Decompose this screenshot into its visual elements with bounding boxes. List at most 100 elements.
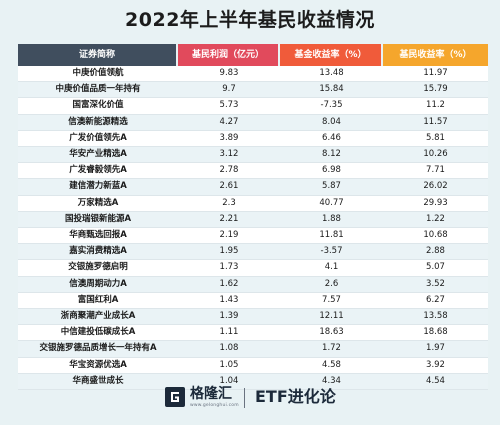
table-row: 嘉实消费精选A 1.95 -3.57 2.88 — [18, 244, 488, 261]
fund-name-cell: 交银施罗德品质增长一年持有A — [18, 341, 178, 358]
investor-return-cell: 26.02 — [383, 179, 488, 196]
profit-cell: 1.08 — [178, 341, 280, 358]
fund-return-cell: 15.84 — [280, 82, 383, 99]
investor-return-cell: 6.27 — [383, 292, 488, 310]
table-row: 信澳周期动力A 1.62 2.6 3.52 — [18, 276, 488, 293]
table-row: 万家精选A 2.3 40.77 29.93 — [18, 195, 488, 212]
table-row: 华商甄选回报A 2.19 11.81 10.68 — [18, 228, 488, 245]
investor-return-cell: 1.22 — [383, 211, 488, 229]
fund-return-cell: 40.77 — [280, 195, 383, 212]
fund-return-cell: 12.11 — [280, 309, 383, 326]
brand-name: 格隆汇 — [190, 386, 232, 402]
fund-return-cell: 18.63 — [280, 325, 383, 342]
fund-name-cell: 华商甄选回报A — [18, 228, 178, 245]
table-row: 中信建投低碳成长A 1.11 18.63 18.68 — [18, 325, 488, 342]
profit-cell: 1.11 — [178, 325, 280, 342]
profit-cell: 2.61 — [178, 179, 280, 196]
table-row: 广发睿毅领先A 2.78 6.98 7.71 — [18, 163, 488, 180]
column-name: ETF进化论 — [255, 387, 336, 406]
profit-cell: 9.7 — [178, 82, 280, 99]
fund-table: 证券简称 基民利润（亿元） 基金收益率（%） 基民收益率（%） 中庚价值领航 9.… — [18, 44, 488, 391]
investor-return-cell: 13.58 — [383, 309, 488, 326]
profit-cell: 2.78 — [178, 163, 280, 180]
fund-return-cell: 1.88 — [280, 211, 383, 229]
investor-return-cell: 3.52 — [383, 276, 488, 293]
fund-name-cell: 交银施罗德启明 — [18, 260, 178, 277]
table-row: 华安产业精选A 3.12 8.12 10.26 — [18, 147, 488, 164]
fund-return-cell: 4.58 — [280, 357, 383, 374]
profit-cell: 1.04 — [178, 373, 280, 391]
table-row: 交银施罗德启明 1.73 4.1 5.07 — [18, 260, 488, 277]
page-title: 2022年上半年基民收益情况 — [125, 9, 375, 31]
investor-return-cell: 11.2 — [383, 98, 488, 115]
fund-name-cell: 华安产业精选A — [18, 147, 178, 164]
profit-cell: 2.3 — [178, 195, 280, 212]
table-row: 国富深化价值 5.73 -7.35 11.2 — [18, 98, 488, 115]
fund-name-cell: 浙商聚潮产业成长A — [18, 309, 178, 326]
table-row: 信澳新能源精选 4.27 8.04 11.57 — [18, 114, 488, 131]
profit-cell: 1.43 — [178, 292, 280, 310]
profit-cell: 1.62 — [178, 276, 280, 293]
fund-return-cell: 6.46 — [280, 130, 383, 148]
fund-name-cell: 中庚价值品质一年持有 — [18, 82, 178, 99]
investor-return-cell: 18.68 — [383, 325, 488, 342]
fund-name-cell: 信澳周期动力A — [18, 276, 178, 293]
fund-name-cell: 广发价值领先A — [18, 130, 178, 148]
fund-name-cell: 国投瑞银新能源A — [18, 211, 178, 229]
fund-return-cell: 8.04 — [280, 114, 383, 131]
fund-return-cell: 5.87 — [280, 179, 383, 196]
table-row: 交银施罗德品质增长一年持有A 1.08 1.72 1.97 — [18, 341, 488, 358]
investor-return-cell: 11.97 — [383, 66, 488, 83]
fund-name-cell: 信澳新能源精选 — [18, 114, 178, 131]
profit-cell: 1.95 — [178, 244, 280, 261]
investor-return-cell: 5.07 — [383, 260, 488, 277]
table-header-row: 证券简称 基民利润（亿元） 基金收益率（%） 基民收益率（%） — [18, 44, 488, 66]
investor-return-cell: 15.79 — [383, 82, 488, 99]
fund-name-cell: 国富深化价值 — [18, 98, 178, 115]
fund-return-cell: 4.34 — [280, 373, 383, 391]
fund-return-cell: -3.57 — [280, 244, 383, 261]
table-row: 华商盛世成长 1.04 4.34 4.54 — [18, 373, 488, 391]
column-header-fund-return: 基金收益率（%） — [280, 44, 383, 66]
fund-name-cell: 中庚价值领航 — [18, 66, 178, 83]
fund-name-cell: 建信潜力新蓝A — [18, 179, 178, 196]
investor-return-cell: 7.71 — [383, 163, 488, 180]
profit-cell: 1.39 — [178, 309, 280, 326]
fund-name-cell: 中信建投低碳成长A — [18, 325, 178, 342]
profit-cell: 2.21 — [178, 211, 280, 229]
profit-cell: 3.12 — [178, 147, 280, 164]
brand-url: www.gelonghui.com — [190, 403, 239, 408]
profit-cell: 1.73 — [178, 260, 280, 277]
fund-return-cell: 1.72 — [280, 341, 383, 358]
profit-cell: 5.73 — [178, 98, 280, 115]
fund-name-cell: 广发睿毅领先A — [18, 163, 178, 180]
fund-return-cell: 4.1 — [280, 260, 383, 277]
investor-return-cell: 10.68 — [383, 228, 488, 245]
fund-return-cell: 8.12 — [280, 147, 383, 164]
table-body: 中庚价值领航 9.83 13.48 11.97 中庚价值品质一年持有 9.7 15.84 15… — [18, 66, 488, 391]
investor-return-cell: 4.54 — [383, 373, 488, 391]
profit-cell: 2.19 — [178, 228, 280, 245]
profit-cell: 4.27 — [178, 114, 280, 131]
table-row: 富国红利A 1.43 7.57 6.27 — [18, 292, 488, 310]
table-row: 华宝资源优选A 1.05 4.58 3.92 — [18, 357, 488, 374]
investor-return-cell: 2.88 — [383, 244, 488, 261]
fund-return-cell: 2.6 — [280, 276, 383, 293]
fund-name-cell: 华宝资源优选A — [18, 357, 178, 374]
table-row: 中庚价值领航 9.83 13.48 11.97 — [18, 66, 488, 83]
table-row: 浙商聚潮产业成长A 1.39 12.11 13.58 — [18, 309, 488, 326]
investor-return-cell: 1.97 — [383, 341, 488, 358]
investor-return-cell: 5.81 — [383, 130, 488, 148]
fund-name-cell: 华商盛世成长 — [18, 373, 178, 391]
fund-return-cell: 7.57 — [280, 292, 383, 310]
investor-return-cell: 3.92 — [383, 357, 488, 374]
table-row: 中庚价值品质一年持有 9.7 15.84 15.79 — [18, 82, 488, 99]
gelonghui-logo-icon — [165, 387, 185, 407]
fund-return-cell: -7.35 — [280, 98, 383, 115]
table-row: 国投瑞银新能源A 2.21 1.88 1.22 — [18, 211, 488, 229]
fund-return-cell: 6.98 — [280, 163, 383, 180]
profit-cell: 1.05 — [178, 357, 280, 374]
profit-cell: 3.89 — [178, 130, 280, 148]
table-row: 广发价值领先A 3.89 6.46 5.81 — [18, 130, 488, 148]
